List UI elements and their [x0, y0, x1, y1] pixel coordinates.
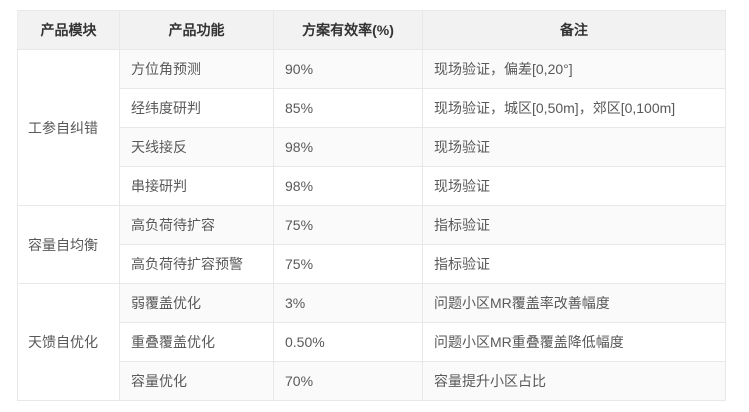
- function-cell: 串接研判: [119, 166, 274, 206]
- table-row: 容量优化 70% 容量提升小区占比: [18, 361, 726, 401]
- table-row: 经纬度研判 85% 现场验证，城区[0,50m]，郊区[0,100m]: [18, 88, 726, 128]
- table-header-row: 产品模块 产品功能 方案有效率(%) 备注: [17, 10, 726, 50]
- remark-cell: 指标验证: [422, 244, 726, 284]
- function-cell: 天线接反: [119, 127, 274, 167]
- remark-cell: 容量提升小区占比: [422, 361, 726, 401]
- remark-cell: 现场验证: [422, 127, 726, 167]
- rate-cell: 90%: [273, 49, 423, 89]
- table-row: 高负荷待扩容预警 75% 指标验证: [18, 244, 726, 284]
- table-row: 工参自纠错 方位角预测 90% 现场验证，偏差[0,20°]: [17, 49, 726, 206]
- table-row: 天线接反 98% 现场验证: [18, 127, 726, 167]
- rate-cell: 0.50%: [273, 322, 423, 362]
- rate-cell: 3%: [273, 283, 423, 323]
- function-cell: 弱覆盖优化: [119, 283, 274, 323]
- table-row: 天馈自优化 弱覆盖优化 3% 问题小区MR覆盖率改善幅度: [17, 283, 726, 401]
- column-header-module: 产品模块: [17, 10, 120, 50]
- remark-cell: 问题小区MR重叠覆盖降低幅度: [422, 322, 726, 362]
- function-cell: 高负荷待扩容预警: [119, 244, 274, 284]
- rate-cell: 75%: [273, 244, 423, 284]
- table-row: 串接研判 98% 现场验证: [18, 166, 726, 206]
- rate-cell: 98%: [273, 166, 423, 206]
- rate-cell: 85%: [273, 88, 423, 128]
- remark-cell: 现场验证，城区[0,50m]，郊区[0,100m]: [422, 88, 726, 128]
- table-row: 容量自均衡 高负荷待扩容 75% 指标验证: [17, 205, 726, 284]
- remark-cell: 现场验证，偏差[0,20°]: [422, 49, 726, 89]
- effectiveness-table-container: 产品模块 产品功能 方案有效率(%) 备注 工参自纠错 方位角预测 90% 现场…: [17, 10, 726, 401]
- effectiveness-table: 产品模块 产品功能 方案有效率(%) 备注 工参自纠错 方位角预测 90% 现场…: [17, 10, 726, 401]
- function-cell: 方位角预测: [119, 49, 274, 89]
- module-cell: 天馈自优化: [17, 283, 120, 401]
- function-cell: 重叠覆盖优化: [119, 322, 274, 362]
- column-header-function: 产品功能: [119, 10, 274, 50]
- rate-cell: 98%: [273, 127, 423, 167]
- column-header-rate: 方案有效率(%): [273, 10, 423, 50]
- function-cell: 容量优化: [119, 361, 274, 401]
- table-row: 重叠覆盖优化 0.50% 问题小区MR重叠覆盖降低幅度: [18, 322, 726, 362]
- module-cell: 工参自纠错: [17, 49, 120, 206]
- function-cell: 经纬度研判: [119, 88, 274, 128]
- remark-cell: 现场验证: [422, 166, 726, 206]
- module-cell: 容量自均衡: [17, 205, 120, 284]
- rate-cell: 75%: [273, 205, 423, 245]
- rate-cell: 70%: [273, 361, 423, 401]
- function-cell: 高负荷待扩容: [119, 205, 274, 245]
- remark-cell: 问题小区MR覆盖率改善幅度: [422, 283, 726, 323]
- remark-cell: 指标验证: [422, 205, 726, 245]
- column-header-remark: 备注: [422, 10, 726, 50]
